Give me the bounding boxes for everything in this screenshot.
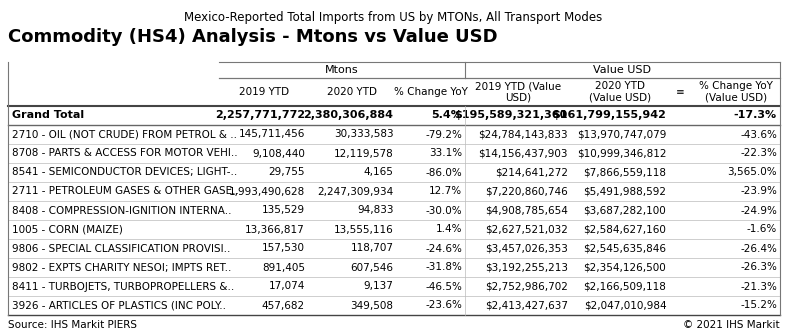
Text: $2,354,126,500: $2,354,126,500 xyxy=(583,262,667,273)
Text: 2710 - OIL (NOT CRUDE) FROM PETROL & ..: 2710 - OIL (NOT CRUDE) FROM PETROL & .. xyxy=(12,130,237,139)
Text: $7,866,559,118: $7,866,559,118 xyxy=(583,168,667,177)
Text: Source: IHS Markit PIERS: Source: IHS Markit PIERS xyxy=(8,320,137,328)
Text: $161,799,155,942: $161,799,155,942 xyxy=(552,111,667,120)
Text: $4,908,785,654: $4,908,785,654 xyxy=(485,206,567,215)
Text: $2,047,010,984: $2,047,010,984 xyxy=(584,300,667,311)
Text: 457,682: 457,682 xyxy=(262,300,305,311)
Text: Commodity (HS4) Analysis - Mtons vs Value USD: Commodity (HS4) Analysis - Mtons vs Valu… xyxy=(8,28,497,46)
Text: -86.0%: -86.0% xyxy=(425,168,462,177)
Text: 12.7%: 12.7% xyxy=(429,187,462,196)
Text: $2,584,627,160: $2,584,627,160 xyxy=(583,224,667,235)
Text: 2,380,306,884: 2,380,306,884 xyxy=(304,111,394,120)
Text: 3926 - ARTICLES OF PLASTICS (INC POLY..: 3926 - ARTICLES OF PLASTICS (INC POLY.. xyxy=(12,300,226,311)
Text: 13,555,116: 13,555,116 xyxy=(334,224,394,235)
Text: 145,711,456: 145,711,456 xyxy=(238,130,305,139)
Text: $2,752,986,702: $2,752,986,702 xyxy=(485,281,567,292)
Text: -1.6%: -1.6% xyxy=(747,224,777,235)
Text: © 2021 IHS Markit: © 2021 IHS Markit xyxy=(683,320,780,328)
Text: $2,413,427,637: $2,413,427,637 xyxy=(485,300,567,311)
Text: 8708 - PARTS & ACCESS FOR MOTOR VEHI..: 8708 - PARTS & ACCESS FOR MOTOR VEHI.. xyxy=(12,149,238,158)
Text: 5.4%: 5.4% xyxy=(431,111,462,120)
Text: 607,546: 607,546 xyxy=(350,262,394,273)
Text: -24.9%: -24.9% xyxy=(740,206,777,215)
Text: -31.8%: -31.8% xyxy=(425,262,462,273)
Text: 8541 - SEMICONDUCTOR DEVICES; LIGHT-..: 8541 - SEMICONDUCTOR DEVICES; LIGHT-.. xyxy=(12,168,237,177)
Text: 9806 - SPECIAL CLASSIFICATION PROVISI..: 9806 - SPECIAL CLASSIFICATION PROVISI.. xyxy=(12,243,231,254)
Text: $2,627,521,032: $2,627,521,032 xyxy=(485,224,567,235)
Text: 94,833: 94,833 xyxy=(357,206,394,215)
Text: % Change YoY: % Change YoY xyxy=(394,87,467,97)
Text: 135,529: 135,529 xyxy=(262,206,305,215)
Text: 4,165: 4,165 xyxy=(364,168,394,177)
Text: 2019 YTD (Value
USD): 2019 YTD (Value USD) xyxy=(475,81,561,103)
Text: $3,687,282,100: $3,687,282,100 xyxy=(583,206,667,215)
Text: 17,074: 17,074 xyxy=(268,281,305,292)
Text: 12,119,578: 12,119,578 xyxy=(334,149,394,158)
Text: 2020 YTD: 2020 YTD xyxy=(327,87,377,97)
Text: Mtons: Mtons xyxy=(325,65,359,75)
Text: 1.4%: 1.4% xyxy=(435,224,462,235)
Text: -24.6%: -24.6% xyxy=(425,243,462,254)
Text: $2,545,635,846: $2,545,635,846 xyxy=(583,243,667,254)
Text: -21.3%: -21.3% xyxy=(740,281,777,292)
Text: $2,166,509,118: $2,166,509,118 xyxy=(583,281,667,292)
Text: 349,508: 349,508 xyxy=(350,300,394,311)
Text: Grand Total: Grand Total xyxy=(12,111,84,120)
Text: $3,457,026,353: $3,457,026,353 xyxy=(485,243,567,254)
Text: Mexico-Reported Total Imports from US by MTONs, All Transport Modes: Mexico-Reported Total Imports from US by… xyxy=(184,11,603,25)
Text: ≡: ≡ xyxy=(676,87,685,97)
Text: Value USD: Value USD xyxy=(593,65,652,75)
Text: -22.3%: -22.3% xyxy=(740,149,777,158)
Text: 30,333,583: 30,333,583 xyxy=(334,130,394,139)
Text: 8408 - COMPRESSION-IGNITION INTERNA..: 8408 - COMPRESSION-IGNITION INTERNA.. xyxy=(12,206,231,215)
Text: 891,405: 891,405 xyxy=(262,262,305,273)
Text: -26.4%: -26.4% xyxy=(740,243,777,254)
Text: -79.2%: -79.2% xyxy=(425,130,462,139)
Text: 29,755: 29,755 xyxy=(268,168,305,177)
Text: -23.9%: -23.9% xyxy=(740,187,777,196)
Text: 13,366,817: 13,366,817 xyxy=(246,224,305,235)
Text: 8411 - TURBOJETS, TURBOPROPELLERS &..: 8411 - TURBOJETS, TURBOPROPELLERS &.. xyxy=(12,281,235,292)
Text: 2,247,309,934: 2,247,309,934 xyxy=(317,187,394,196)
Text: 1,993,490,628: 1,993,490,628 xyxy=(229,187,305,196)
Text: -30.0%: -30.0% xyxy=(425,206,462,215)
Text: 118,707: 118,707 xyxy=(350,243,394,254)
Text: $14,156,437,903: $14,156,437,903 xyxy=(478,149,567,158)
Text: 2,257,771,772: 2,257,771,772 xyxy=(215,111,305,120)
Text: 157,530: 157,530 xyxy=(262,243,305,254)
Text: 1005 - CORN (MAIZE): 1005 - CORN (MAIZE) xyxy=(12,224,123,235)
Text: -17.3%: -17.3% xyxy=(733,111,777,120)
Text: -23.6%: -23.6% xyxy=(425,300,462,311)
Text: 9802 - EXPTS CHARITY NESOI; IMPTS RET..: 9802 - EXPTS CHARITY NESOI; IMPTS RET.. xyxy=(12,262,231,273)
Text: -46.5%: -46.5% xyxy=(425,281,462,292)
Text: $10,999,346,812: $10,999,346,812 xyxy=(577,149,667,158)
Text: $195,589,321,360: $195,589,321,360 xyxy=(454,111,567,120)
Text: 9,137: 9,137 xyxy=(364,281,394,292)
Text: 2711 - PETROLEUM GASES & OTHER GASE..: 2711 - PETROLEUM GASES & OTHER GASE.. xyxy=(12,187,239,196)
Text: % Change YoY
(Value USD): % Change YoY (Value USD) xyxy=(699,81,773,103)
Text: 2020 YTD
(Value USD): 2020 YTD (Value USD) xyxy=(589,81,651,103)
Text: 2019 YTD: 2019 YTD xyxy=(238,87,289,97)
Text: $3,192,255,213: $3,192,255,213 xyxy=(485,262,567,273)
Text: $24,784,143,833: $24,784,143,833 xyxy=(478,130,567,139)
Text: 3,565.0%: 3,565.0% xyxy=(727,168,777,177)
Text: $214,641,272: $214,641,272 xyxy=(495,168,567,177)
Text: $7,220,860,746: $7,220,860,746 xyxy=(485,187,567,196)
Text: -26.3%: -26.3% xyxy=(740,262,777,273)
Text: 33.1%: 33.1% xyxy=(429,149,462,158)
Text: $13,970,747,079: $13,970,747,079 xyxy=(577,130,667,139)
Text: -15.2%: -15.2% xyxy=(740,300,777,311)
Text: -43.6%: -43.6% xyxy=(740,130,777,139)
Text: 9,108,440: 9,108,440 xyxy=(252,149,305,158)
Text: $5,491,988,592: $5,491,988,592 xyxy=(583,187,667,196)
